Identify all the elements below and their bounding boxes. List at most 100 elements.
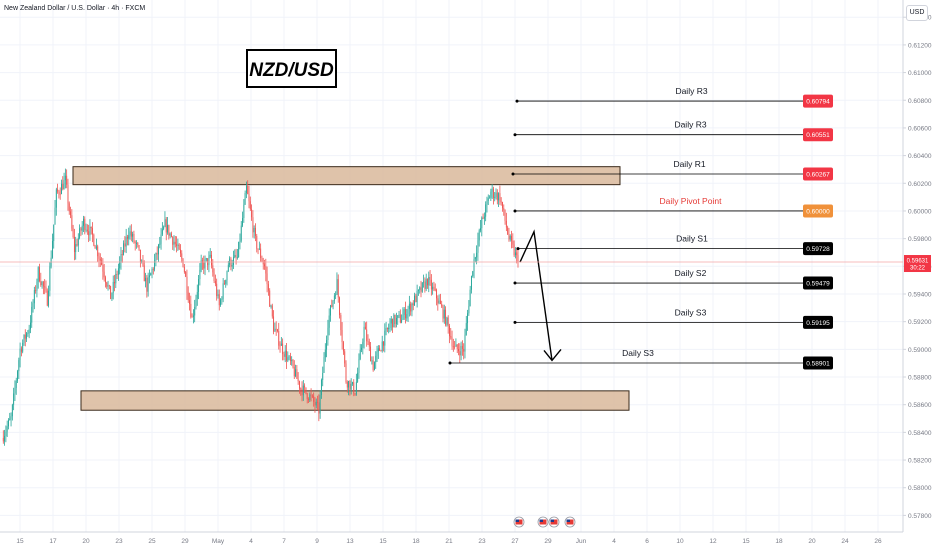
candle-body	[452, 346, 454, 348]
candle-body	[446, 317, 448, 325]
candle-body	[273, 316, 275, 332]
candle-body	[439, 300, 441, 305]
candle-body	[97, 246, 99, 257]
level-label: Daily S3	[622, 348, 654, 358]
price-tick-label: 0.58400	[908, 430, 932, 437]
candle-body	[221, 298, 223, 300]
candle-body	[287, 357, 289, 361]
time-tick-label: 18	[412, 538, 420, 545]
candle-body	[332, 300, 334, 307]
candle-body	[314, 401, 316, 406]
candle-body	[233, 257, 234, 265]
time-tick-label: 13	[346, 538, 354, 545]
candle-body	[269, 290, 271, 307]
candle-body	[15, 380, 17, 388]
candle-body	[62, 183, 64, 190]
candle-body	[353, 382, 355, 394]
level-label: Daily S3	[675, 307, 707, 317]
candle-body	[39, 267, 40, 282]
candle-body	[393, 314, 395, 328]
candle-body	[10, 416, 12, 419]
candle-body	[253, 227, 255, 233]
candle-body	[108, 285, 110, 287]
candle-body	[328, 315, 330, 328]
candle-body	[508, 234, 510, 240]
candle-body	[203, 262, 205, 269]
time-tick-label: 15	[16, 538, 24, 545]
price-tick-label: 0.59800	[908, 236, 932, 243]
candle-body	[318, 402, 320, 414]
candle-body	[6, 426, 8, 432]
level-label: Daily R1	[673, 159, 705, 169]
candle-body	[139, 249, 141, 262]
candle-body	[313, 395, 315, 402]
candle-body	[419, 287, 421, 290]
candle-body	[234, 255, 236, 258]
price-zones	[72, 166, 630, 411]
candle-body	[414, 295, 415, 306]
candle-body	[429, 277, 431, 280]
candle-body	[26, 333, 28, 339]
flag-canton-icon	[566, 519, 570, 522]
candle-body	[366, 329, 368, 342]
candle-body	[129, 231, 131, 236]
candle-body	[240, 225, 242, 241]
candle-body	[42, 282, 44, 287]
candle-body	[468, 306, 470, 314]
candle-body	[408, 303, 410, 310]
candle-body	[502, 201, 503, 209]
level-label: Daily Pivot Point	[660, 196, 723, 206]
candle-body	[208, 256, 210, 266]
candle-body	[424, 281, 426, 289]
level-label: Daily R3	[675, 86, 707, 96]
projection-path	[519, 229, 553, 361]
candle-body	[324, 349, 326, 358]
candle-body	[220, 299, 222, 306]
level-anchor-dot	[448, 361, 452, 365]
candle-body	[106, 282, 108, 287]
candle-body	[128, 235, 130, 239]
candle-body	[19, 348, 21, 361]
candle-body	[192, 315, 194, 318]
currency-button[interactable]: USD	[906, 5, 928, 21]
candle-body	[40, 281, 42, 286]
candle-body	[112, 281, 114, 294]
candle-body	[323, 357, 325, 373]
time-tick-label: 20	[808, 538, 816, 545]
candle-body	[115, 274, 117, 284]
candle-body	[456, 344, 458, 350]
candle-body	[183, 266, 185, 273]
candle-body	[212, 265, 214, 273]
candle-body	[386, 327, 388, 330]
time-tick-label: 10	[676, 538, 684, 545]
candle-body	[315, 401, 317, 406]
time-tick-label: 12	[709, 538, 717, 545]
candle-body	[31, 306, 33, 323]
candle-body	[425, 279, 427, 289]
candle-body	[239, 240, 241, 242]
candle-body	[392, 318, 394, 328]
candle-body	[265, 266, 267, 274]
candle-body	[354, 393, 356, 395]
level-price-label: 0.60000	[806, 208, 830, 215]
candle-body	[327, 327, 329, 341]
candle-body	[249, 201, 251, 210]
candle-body	[134, 242, 136, 244]
candles	[2, 168, 519, 446]
candle-body	[168, 224, 170, 236]
time-axis[interactable]: 15 17 20 23 25 29 May 4 7 9 13 15 18 21 23 27 29 Jun 4 6 10 1…	[16, 538, 882, 545]
candle-body	[288, 356, 290, 358]
candle-body	[8, 420, 9, 427]
candle-body	[214, 281, 216, 284]
time-tick-label: 23	[478, 538, 486, 545]
level-price-label: 0.59195	[806, 320, 830, 327]
time-tick-label: 7	[282, 538, 286, 545]
candle-body	[403, 309, 405, 315]
candle-body	[423, 281, 425, 283]
level-price-badge	[803, 356, 833, 370]
candle-body	[49, 266, 51, 291]
candle-body	[514, 252, 516, 256]
price-tick-label: 0.58600	[908, 402, 932, 409]
